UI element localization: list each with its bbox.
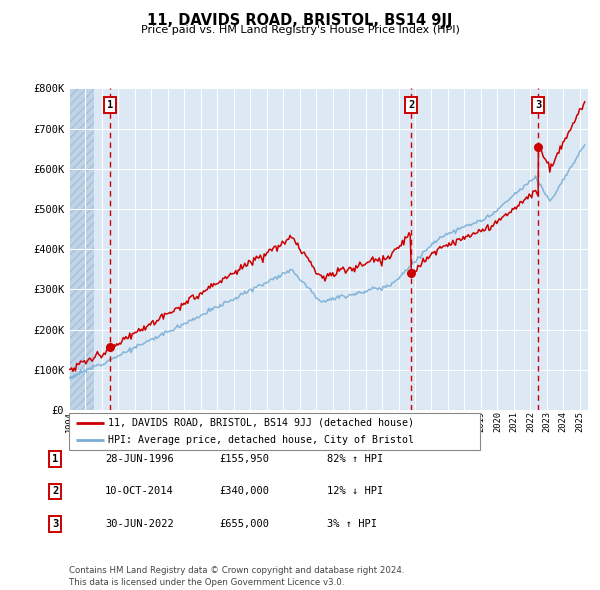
FancyBboxPatch shape <box>69 413 480 450</box>
Text: 30-JUN-2022: 30-JUN-2022 <box>105 519 174 529</box>
Text: 1: 1 <box>52 454 58 464</box>
Text: 10-OCT-2014: 10-OCT-2014 <box>105 487 174 496</box>
Text: £340,000: £340,000 <box>219 487 269 496</box>
Text: £655,000: £655,000 <box>219 519 269 529</box>
Bar <box>69 88 94 410</box>
Text: 3% ↑ HPI: 3% ↑ HPI <box>327 519 377 529</box>
Text: 11, DAVIDS ROAD, BRISTOL, BS14 9JJ (detached house): 11, DAVIDS ROAD, BRISTOL, BS14 9JJ (deta… <box>108 418 414 428</box>
Text: 2: 2 <box>52 487 58 496</box>
Text: 3: 3 <box>52 519 58 529</box>
Text: 1: 1 <box>107 100 113 110</box>
Text: £155,950: £155,950 <box>219 454 269 464</box>
Text: 11, DAVIDS ROAD, BRISTOL, BS14 9JJ: 11, DAVIDS ROAD, BRISTOL, BS14 9JJ <box>148 13 452 28</box>
Text: 28-JUN-1996: 28-JUN-1996 <box>105 454 174 464</box>
Text: 12% ↓ HPI: 12% ↓ HPI <box>327 487 383 496</box>
Text: Price paid vs. HM Land Registry's House Price Index (HPI): Price paid vs. HM Land Registry's House … <box>140 25 460 35</box>
Text: 2: 2 <box>408 100 415 110</box>
Text: Contains HM Land Registry data © Crown copyright and database right 2024.
This d: Contains HM Land Registry data © Crown c… <box>69 566 404 587</box>
Text: 3: 3 <box>535 100 542 110</box>
Text: 82% ↑ HPI: 82% ↑ HPI <box>327 454 383 464</box>
Text: HPI: Average price, detached house, City of Bristol: HPI: Average price, detached house, City… <box>108 435 414 445</box>
